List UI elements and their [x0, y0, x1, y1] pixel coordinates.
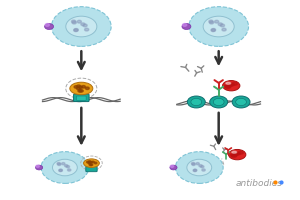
Circle shape	[90, 161, 92, 163]
Circle shape	[203, 16, 234, 37]
Circle shape	[77, 85, 80, 87]
Circle shape	[59, 169, 62, 171]
Circle shape	[196, 163, 199, 165]
Circle shape	[201, 166, 204, 168]
Circle shape	[199, 165, 202, 167]
Circle shape	[79, 86, 83, 88]
Circle shape	[86, 161, 89, 163]
Circle shape	[74, 86, 78, 88]
Circle shape	[41, 152, 89, 183]
Circle shape	[232, 96, 250, 108]
Ellipse shape	[235, 152, 240, 155]
Ellipse shape	[229, 83, 234, 86]
Circle shape	[191, 162, 195, 165]
Circle shape	[187, 96, 205, 108]
Circle shape	[52, 7, 111, 46]
Circle shape	[74, 29, 78, 32]
Circle shape	[192, 163, 195, 165]
Circle shape	[209, 20, 213, 23]
Circle shape	[72, 21, 76, 24]
Circle shape	[236, 98, 247, 106]
Circle shape	[74, 29, 78, 31]
FancyBboxPatch shape	[74, 94, 89, 102]
Circle shape	[80, 90, 83, 92]
Ellipse shape	[238, 151, 243, 154]
Circle shape	[71, 20, 76, 23]
Text: antibodies: antibodies	[236, 179, 283, 188]
Circle shape	[90, 164, 93, 166]
Circle shape	[45, 24, 50, 26]
Circle shape	[94, 162, 97, 164]
Circle shape	[81, 23, 85, 26]
Ellipse shape	[232, 82, 237, 85]
Circle shape	[194, 169, 197, 171]
Ellipse shape	[223, 81, 240, 91]
Ellipse shape	[84, 159, 99, 167]
Ellipse shape	[224, 85, 230, 87]
Circle shape	[77, 20, 81, 23]
Ellipse shape	[232, 151, 237, 153]
Circle shape	[36, 165, 39, 167]
Circle shape	[187, 159, 212, 176]
Circle shape	[218, 23, 222, 26]
Ellipse shape	[226, 82, 231, 84]
FancyBboxPatch shape	[86, 166, 97, 172]
Ellipse shape	[227, 84, 232, 87]
Circle shape	[57, 162, 60, 165]
Circle shape	[85, 87, 89, 90]
Circle shape	[52, 159, 77, 176]
Ellipse shape	[229, 149, 246, 160]
Circle shape	[170, 165, 174, 167]
Circle shape	[176, 152, 223, 183]
Circle shape	[59, 169, 62, 172]
Circle shape	[82, 86, 86, 88]
Circle shape	[78, 90, 82, 92]
FancyBboxPatch shape	[76, 96, 86, 100]
Circle shape	[191, 98, 202, 106]
Circle shape	[211, 29, 215, 32]
Circle shape	[88, 162, 91, 164]
Circle shape	[61, 163, 65, 165]
Circle shape	[85, 28, 89, 31]
Circle shape	[213, 98, 224, 106]
Circle shape	[89, 164, 92, 166]
Ellipse shape	[35, 165, 43, 170]
Circle shape	[92, 161, 94, 163]
Circle shape	[214, 20, 219, 23]
Circle shape	[88, 161, 91, 162]
Circle shape	[66, 16, 97, 37]
Ellipse shape	[230, 154, 236, 156]
Circle shape	[66, 166, 70, 168]
Circle shape	[202, 169, 205, 171]
Circle shape	[193, 169, 197, 172]
Circle shape	[58, 163, 61, 165]
Circle shape	[83, 24, 87, 27]
Circle shape	[222, 28, 226, 31]
Ellipse shape	[45, 24, 53, 29]
Circle shape	[210, 96, 228, 108]
Circle shape	[68, 169, 71, 171]
Ellipse shape	[232, 153, 238, 156]
Circle shape	[212, 29, 216, 31]
Circle shape	[189, 7, 248, 46]
Ellipse shape	[170, 165, 177, 170]
Circle shape	[220, 24, 224, 27]
Circle shape	[182, 24, 187, 26]
Ellipse shape	[70, 82, 93, 95]
Circle shape	[76, 87, 80, 90]
Ellipse shape	[182, 24, 191, 29]
Ellipse shape	[225, 86, 231, 88]
Circle shape	[64, 165, 68, 167]
Circle shape	[209, 21, 214, 24]
Ellipse shape	[231, 155, 236, 157]
